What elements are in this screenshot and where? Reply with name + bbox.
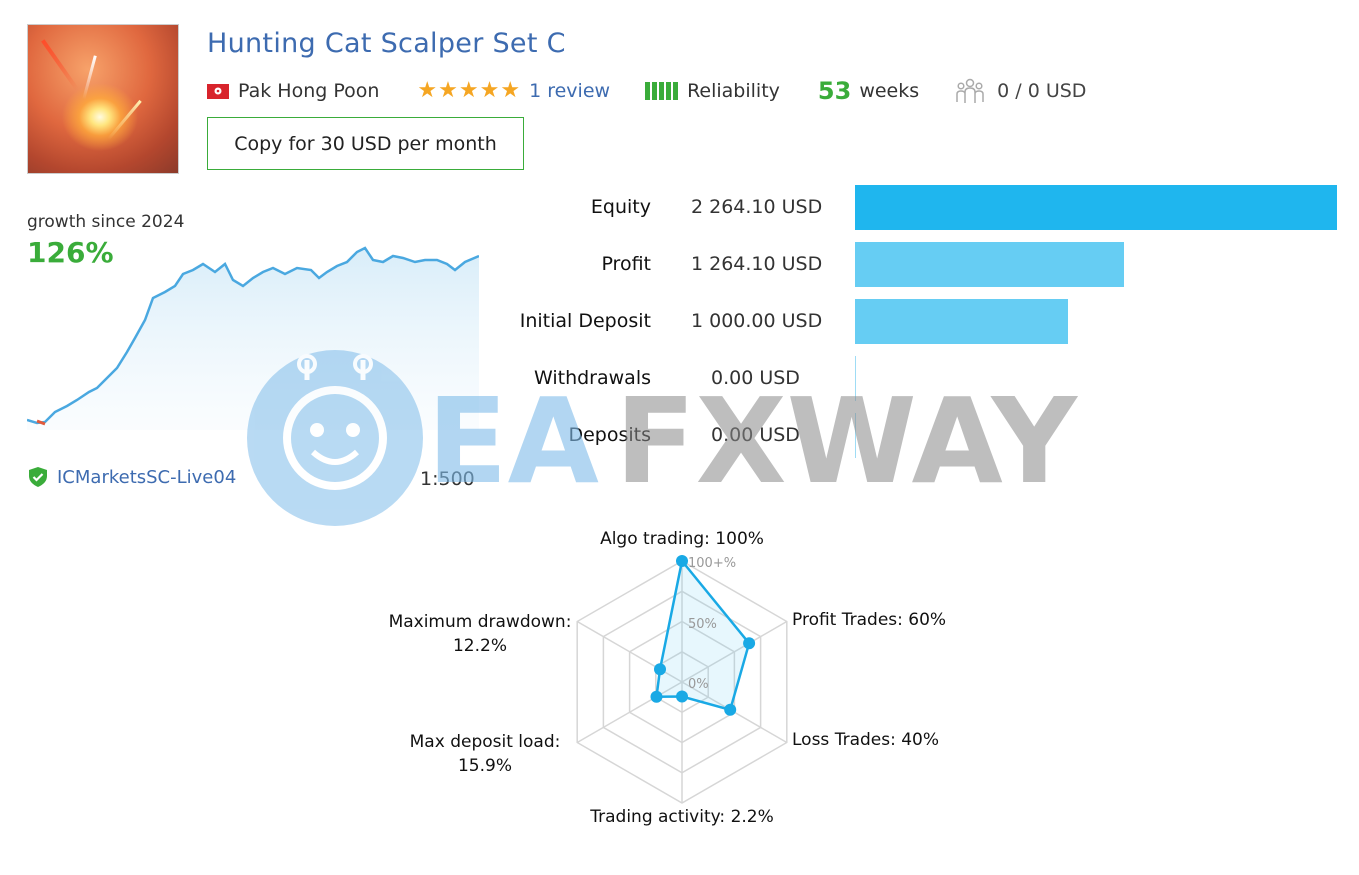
radar-points: [650, 555, 756, 716]
hong-kong-flag-icon: [207, 83, 229, 99]
broker-name[interactable]: ICMarketsSC-Live04: [57, 466, 237, 488]
growth-line: [27, 246, 479, 425]
star-icon: ★: [438, 78, 458, 103]
radar-grid: [576, 560, 788, 804]
growth-value: 126%: [27, 236, 114, 269]
verified-shield-icon: [27, 466, 49, 488]
stat-bar-deposits: [855, 413, 856, 458]
radar-point: [650, 690, 663, 703]
rating-stars: ★ ★ ★ ★ ★: [417, 80, 521, 102]
radar-label-max-deposit-load-title: Max deposit load:: [409, 732, 561, 752]
author-name[interactable]: Pak Hong Poon: [238, 80, 380, 102]
star-icon: ★: [500, 78, 521, 103]
stat-value-withdrawals: 0.00 USD: [711, 367, 800, 389]
stat-bar-withdrawals: [855, 356, 856, 401]
radar-point: [743, 637, 756, 650]
stat-bar-equity: [855, 185, 1337, 230]
reliability-label: Reliability: [687, 80, 780, 102]
stat-label-deposits: Deposits: [568, 424, 651, 446]
reviews-link[interactable]: 1 review: [529, 80, 611, 102]
stat-value-deposits: 0.00 USD: [711, 424, 800, 446]
stat-value-profit: 1 264.10 USD: [691, 253, 823, 275]
subscribers-icon: [955, 77, 985, 105]
radar-tick-100: 100+%: [688, 556, 736, 571]
stat-label-equity: Equity: [590, 196, 651, 218]
radar-tick-0: 0%: [688, 677, 709, 692]
radar-label-max-deposit-load-value: 15.9%: [457, 756, 512, 776]
stat-label-withdrawals: Withdrawals: [533, 367, 651, 389]
star-icon: ★: [479, 78, 500, 103]
stat-bar-initial-deposit: [855, 299, 1068, 344]
radar-label-loss-trades: Loss Trades: 40%: [792, 730, 940, 750]
signal-avatar: [27, 24, 179, 174]
radar-label-max-drawdown-title: Maximum drawdown:: [388, 612, 572, 632]
weeks-label: weeks: [859, 80, 920, 102]
copy-subscribe-button[interactable]: Copy for 30 USD per month: [207, 117, 524, 170]
radar-label-trading-activity: Trading activity: 2.2%: [590, 807, 774, 827]
growth-label: growth since 2024: [27, 212, 185, 232]
radar-label-profit-trades: Profit Trades: 60%: [792, 610, 947, 630]
radar-point: [676, 690, 688, 703]
subscribers-value: 0 / 0 USD: [997, 80, 1087, 102]
stat-value-initial-deposit: 1 000.00 USD: [691, 310, 823, 332]
radar-label-max-drawdown: Maximum drawdown: 12.2%: [375, 610, 585, 658]
radar-chart: 100+% 50% 0%: [576, 555, 788, 804]
weeks-count: 53: [817, 77, 852, 105]
radar-label-max-deposit-load: Max deposit load: 15.9%: [380, 730, 590, 778]
radar-axis-line: [681, 620, 788, 683]
leverage-value: 1:500: [420, 468, 475, 490]
radar-point: [676, 555, 688, 567]
radar-point: [654, 663, 666, 676]
stat-label-profit: Profit: [601, 253, 651, 275]
stat-bar-profit: [855, 242, 1124, 287]
radar-point: [724, 703, 737, 716]
star-icon: ★: [417, 78, 438, 103]
signal-meta: Pak Hong Poon ★ ★ ★ ★ ★ 1 review Reliabi…: [207, 77, 1087, 105]
radar-label-max-drawdown-value: 12.2%: [452, 636, 507, 656]
radar-label-algo-trading: Algo trading: 100%: [600, 529, 764, 549]
growth-drawdown-segment: [36, 419, 46, 426]
star-icon: ★: [458, 78, 479, 103]
reliability-bars-icon: [645, 82, 680, 100]
stat-label-initial-deposit: Initial Deposit: [519, 310, 651, 332]
radar-axis-line: [576, 681, 683, 744]
stat-value-equity: 2 264.10 USD: [691, 196, 823, 218]
broker-server[interactable]: ICMarketsSC-Live04: [27, 466, 236, 488]
radar-tick-50: 50%: [688, 617, 717, 632]
signal-title[interactable]: Hunting Cat Scalper Set C: [207, 28, 566, 59]
watermark-text-gray: FXWAY: [615, 372, 1078, 510]
growth-area: [27, 248, 479, 430]
